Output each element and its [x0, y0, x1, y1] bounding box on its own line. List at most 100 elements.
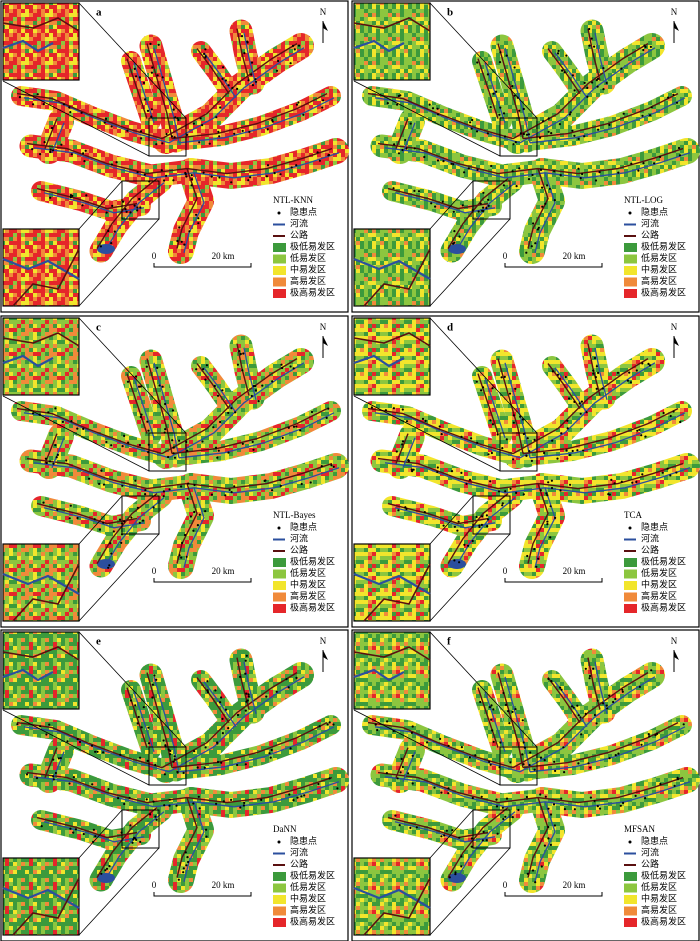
hazard-point	[241, 442, 244, 445]
hazard-point	[181, 541, 184, 545]
hazard-point	[135, 375, 138, 378]
inset	[2, 2, 80, 81]
hazard-point	[436, 466, 439, 469]
hazard-point	[482, 206, 485, 209]
zoom-box	[499, 117, 538, 157]
hazard-point	[110, 552, 113, 555]
river	[402, 122, 416, 154]
study-area	[89, 798, 173, 892]
hazard-point	[109, 542, 112, 545]
hazard-point	[547, 807, 550, 810]
hazard-point	[81, 204, 84, 207]
hazard-point	[134, 479, 137, 482]
river	[594, 347, 608, 400]
hazard-point	[216, 456, 219, 459]
hazard-point	[601, 387, 604, 390]
hazard-point	[474, 754, 477, 757]
hazard-point	[436, 159, 440, 162]
inset-river	[353, 257, 431, 280]
hazard-point	[149, 813, 152, 816]
hazard-point	[544, 795, 547, 798]
hazard-point	[553, 199, 556, 202]
hazard-point	[111, 204, 114, 207]
hazard-point	[224, 494, 227, 497]
road	[161, 42, 298, 140]
hazard-point	[172, 760, 175, 763]
hazard-point	[173, 136, 176, 139]
hazard-point	[570, 705, 574, 708]
legend-swatch	[273, 918, 286, 927]
hazard-point	[438, 425, 441, 428]
connector	[78, 533, 160, 622]
hazard-point	[400, 757, 403, 760]
hazard-point	[535, 565, 538, 568]
hazard-point	[452, 163, 455, 166]
legend-label: 隐患点	[290, 835, 317, 846]
legend-symbol	[628, 211, 632, 215]
connector	[78, 317, 187, 434]
hazard-point	[537, 226, 540, 229]
hazard-point	[622, 801, 625, 805]
hazard-point	[503, 135, 507, 138]
legend-swatch	[624, 918, 637, 927]
legend-swatch	[624, 254, 637, 264]
hazard-point	[169, 753, 172, 756]
hazard-point	[175, 804, 178, 807]
hazard-point	[458, 836, 461, 839]
river	[243, 347, 257, 400]
hazard-point	[622, 112, 625, 115]
hazard-point	[411, 782, 414, 785]
hazard-point	[401, 440, 405, 443]
hazard-point	[54, 771, 58, 775]
study-area	[166, 715, 341, 780]
hazard-point	[164, 428, 167, 431]
road	[186, 462, 333, 490]
river	[178, 726, 335, 773]
hazard-point	[487, 198, 490, 201]
hazard-point	[271, 120, 274, 123]
hazard-point	[183, 243, 186, 246]
river	[594, 661, 608, 714]
hazard-point	[138, 197, 141, 201]
study-area	[153, 348, 314, 469]
hazard-point	[44, 457, 48, 460]
hazard-point	[287, 426, 290, 429]
hazard-point	[133, 204, 136, 207]
hazard-point	[122, 200, 125, 203]
hazard-point	[436, 470, 439, 474]
hazard-point	[434, 205, 437, 208]
hazard-point	[285, 678, 288, 681]
hazard-point	[215, 116, 218, 119]
river	[454, 497, 516, 569]
hazard-point	[273, 172, 276, 175]
hazard-point	[227, 84, 230, 87]
legend-label: 隐患点	[290, 206, 317, 217]
hazard-point	[85, 194, 88, 197]
hazard-point	[246, 41, 249, 44]
hazard-point	[542, 120, 545, 123]
hazard-point	[60, 143, 63, 146]
hazard-point	[220, 696, 223, 699]
hazard-point	[647, 362, 650, 365]
hazard-point	[48, 460, 52, 463]
hazard-point	[164, 402, 167, 406]
hazard-point	[49, 196, 52, 199]
hazard-point	[413, 189, 416, 192]
hazard-point	[204, 510, 207, 513]
hazard-point	[531, 173, 534, 177]
legend-label: 高易发区	[641, 275, 677, 286]
hazard-point	[667, 96, 670, 99]
hazard-point	[470, 845, 473, 848]
hazard-point	[227, 411, 230, 414]
hazard-point	[539, 168, 543, 171]
zoom-box	[472, 180, 511, 220]
hazard-point	[136, 206, 139, 209]
hazard-point	[155, 143, 158, 146]
hazard-point	[541, 186, 544, 189]
hazard-point	[626, 379, 629, 382]
hazard-point	[461, 204, 464, 207]
road	[236, 28, 250, 81]
inset-road	[363, 563, 431, 622]
hazard-point	[598, 807, 602, 810]
hazard-point	[204, 48, 207, 51]
